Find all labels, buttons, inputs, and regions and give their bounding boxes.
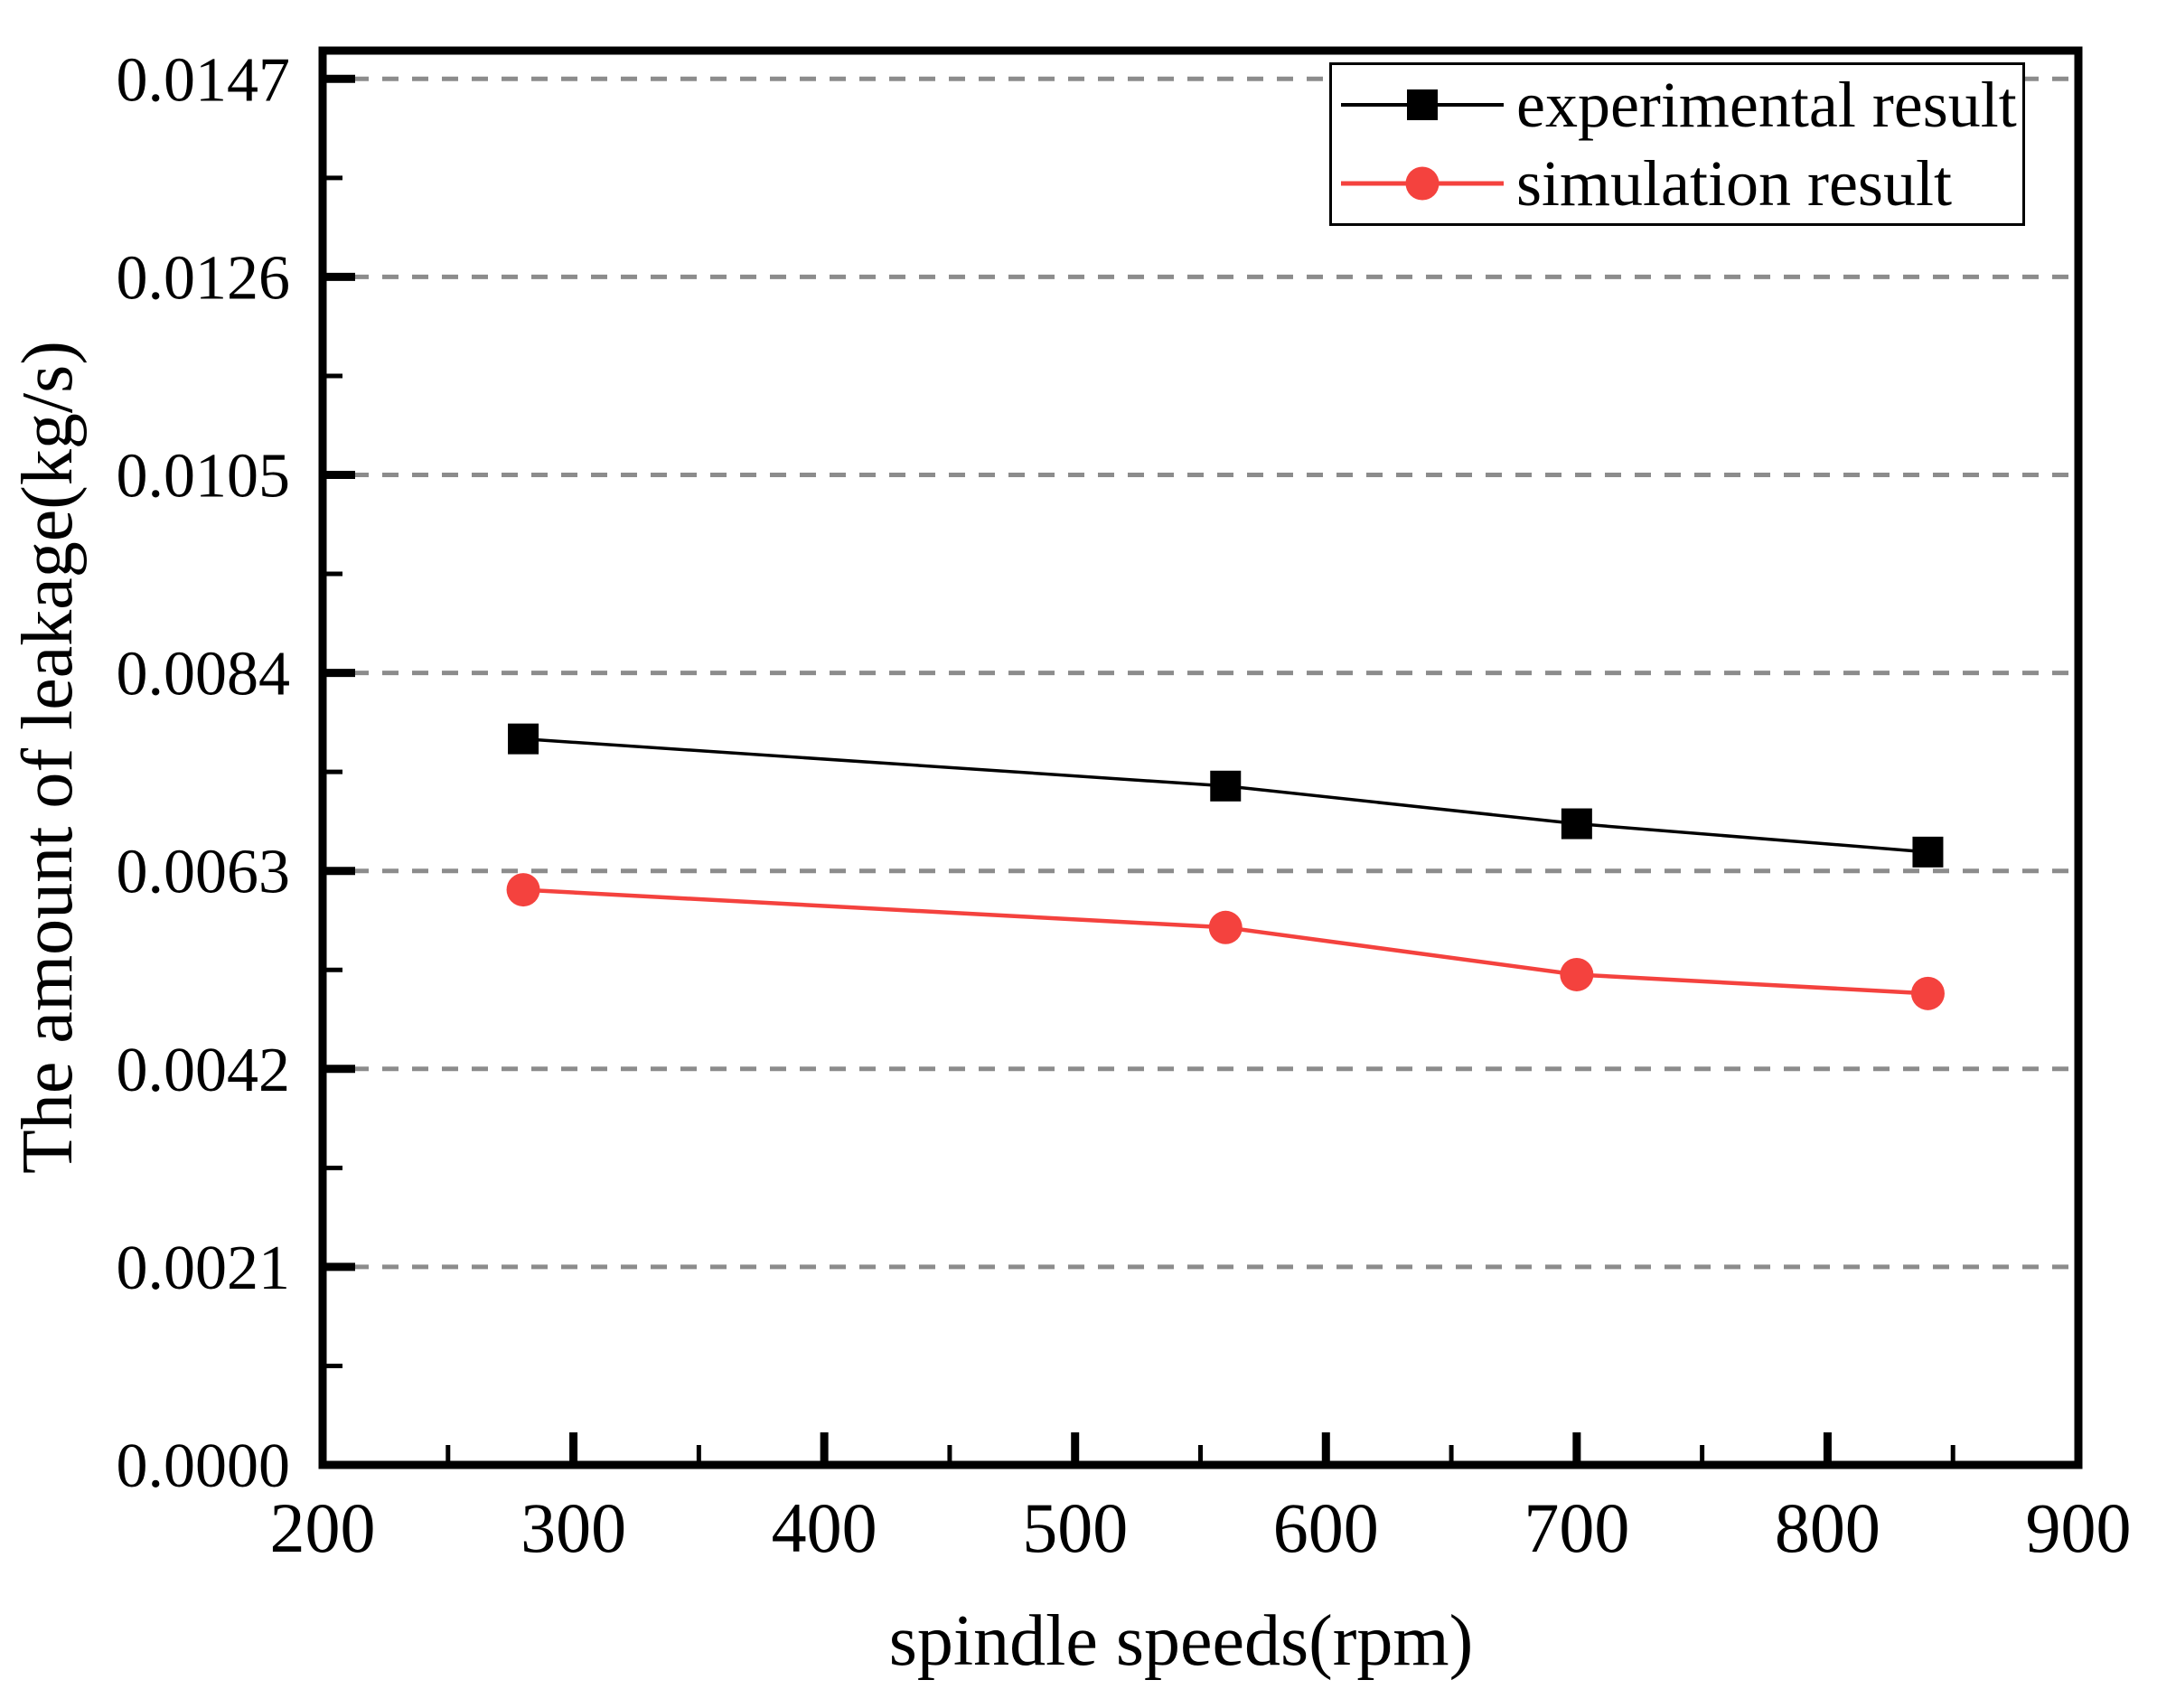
legend-circle-marker-icon [1405,166,1440,201]
series-line-circle [522,887,1928,996]
y-tick-label: 0.0084 [117,640,291,709]
data-point-circle [1208,910,1243,944]
y-tick-label: 0.0126 [117,243,291,313]
legend-label-experimental: experimental result [1516,68,2017,141]
legend-square-marker-icon [1407,89,1438,120]
legend-label-simulation: simulation result [1516,147,1952,221]
x-tick-label: 800 [1775,1488,1880,1567]
x-tick-label: 700 [1524,1488,1629,1567]
data-point-square [1561,808,1592,840]
legend: experimental result simulation result [1329,62,2025,226]
x-tick-label: 900 [2026,1488,2132,1567]
y-tick-label: 0.0021 [117,1234,291,1303]
legend-sample-experimental [1341,89,1504,120]
legend-item-experimental: experimental result [1332,65,2022,145]
y-tick-label: 0.0042 [117,1036,291,1105]
y-tick-label: 0.0000 [117,1431,291,1501]
x-tick-label: 500 [1022,1488,1128,1567]
x-tick-label: 300 [520,1488,626,1567]
legend-item-simulation: simulation result [1332,145,2022,224]
x-axis-title: spindle speeds(rpm) [888,1601,1474,1681]
data-point-circle [1560,957,1594,991]
y-tick-label: 0.0063 [117,838,291,907]
x-tick-label: 600 [1273,1488,1379,1567]
y-axis-title: The amount of leakage(kg/s) [8,341,88,1174]
y-tick-label: 0.0147 [117,45,291,115]
y-tick-label: 0.0105 [117,442,291,511]
data-point-circle [506,873,540,907]
plot-border [318,46,2083,1469]
legend-sample-simulation [1341,166,1504,201]
data-point-square [508,723,539,755]
x-tick-label: 400 [772,1488,877,1567]
data-point-square [1210,770,1242,802]
data-point-square [1912,836,1944,868]
series-line-square [522,737,1928,854]
data-point-circle [1910,976,1945,1010]
x-tick-label: 200 [270,1488,376,1567]
